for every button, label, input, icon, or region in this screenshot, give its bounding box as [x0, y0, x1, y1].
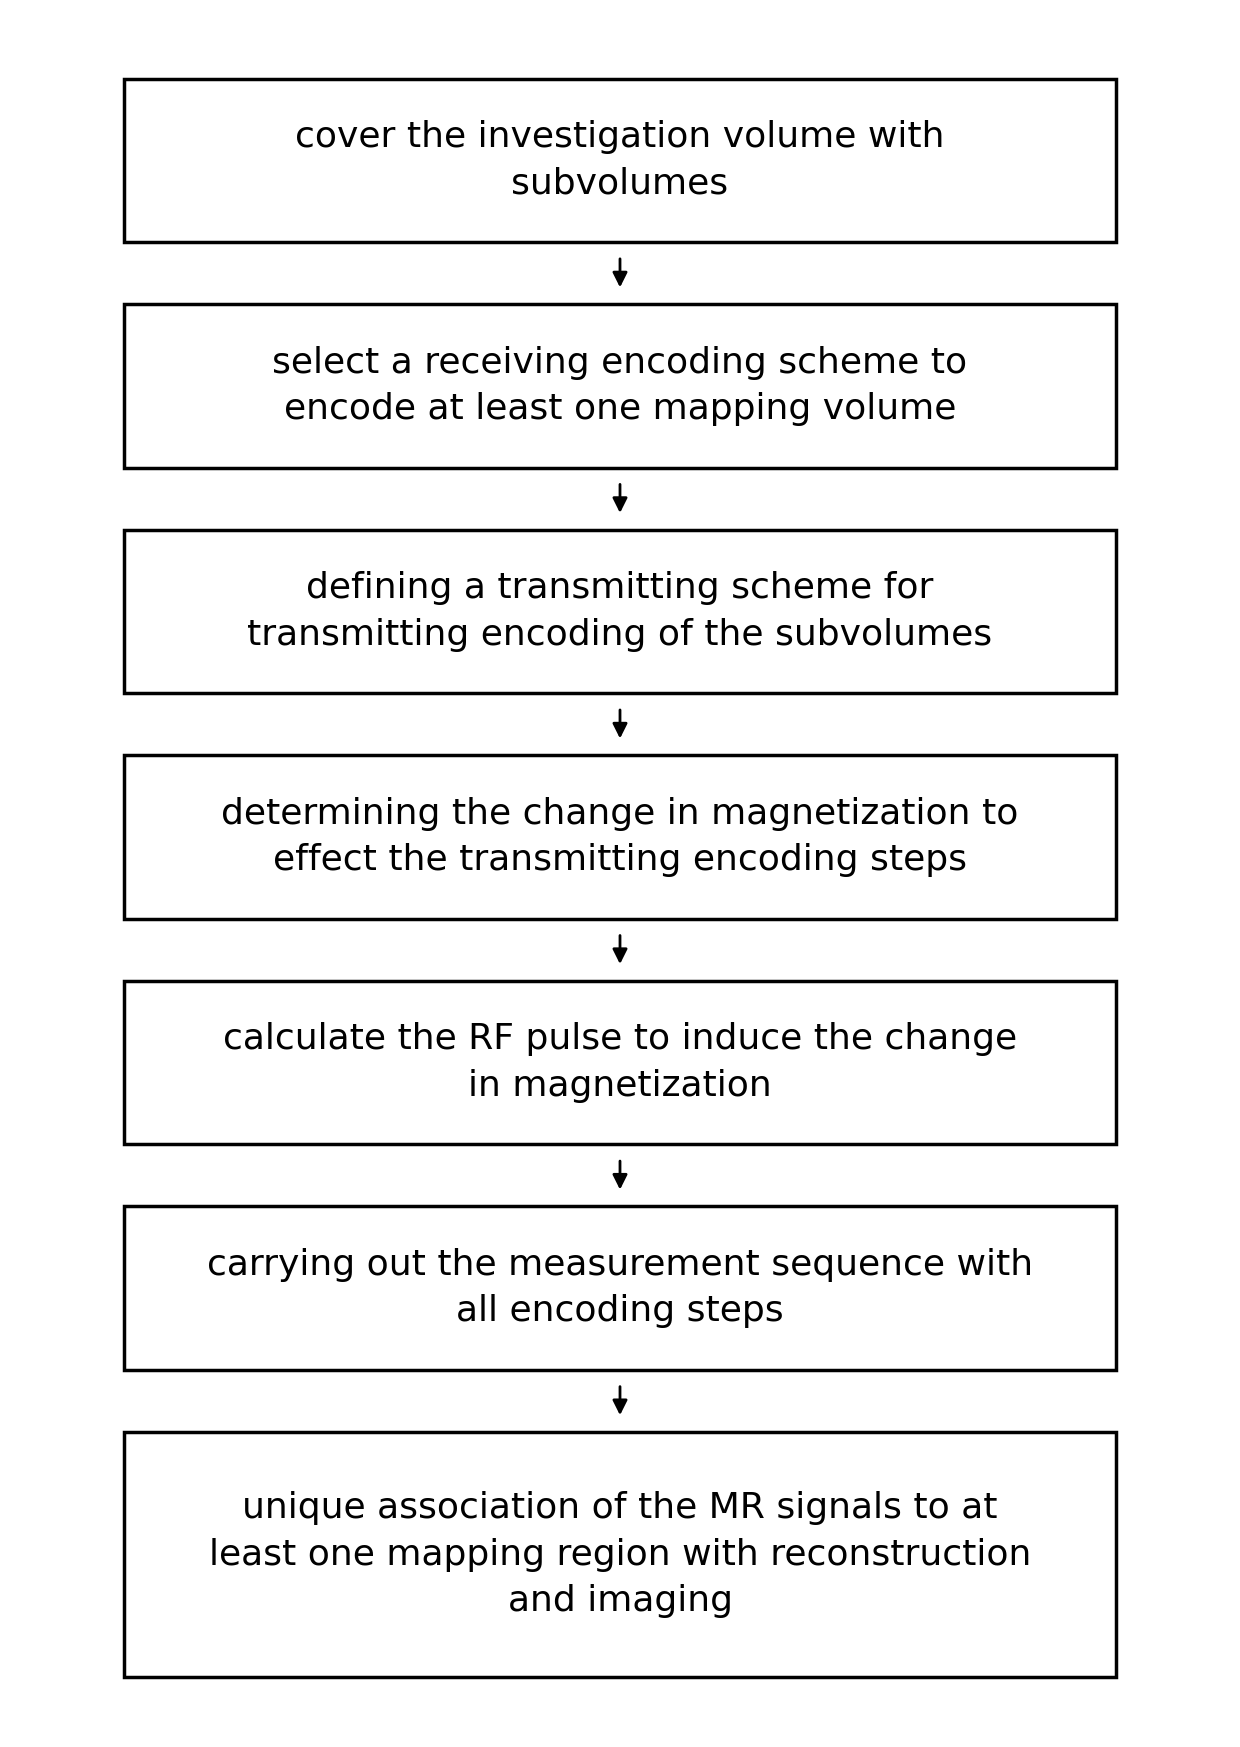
- FancyBboxPatch shape: [124, 304, 1116, 468]
- FancyBboxPatch shape: [124, 980, 1116, 1144]
- FancyBboxPatch shape: [124, 79, 1116, 243]
- FancyBboxPatch shape: [124, 1207, 1116, 1370]
- Text: defining a transmitting scheme for
transmitting encoding of the subvolumes: defining a transmitting scheme for trans…: [248, 571, 992, 652]
- FancyBboxPatch shape: [124, 1433, 1116, 1677]
- Text: cover the investigation volume with
subvolumes: cover the investigation volume with subv…: [295, 121, 945, 201]
- FancyBboxPatch shape: [124, 529, 1116, 694]
- Text: determining the change in magnetization to
effect the transmitting encoding step: determining the change in magnetization …: [221, 797, 1019, 877]
- Text: select a receiving encoding scheme to
encode at least one mapping volume: select a receiving encoding scheme to en…: [273, 346, 967, 426]
- Text: calculate the RF pulse to induce the change
in magnetization: calculate the RF pulse to induce the cha…: [223, 1022, 1017, 1102]
- Text: unique association of the MR signals to at
least one mapping region with reconst: unique association of the MR signals to …: [208, 1492, 1032, 1618]
- Text: carrying out the measurement sequence with
all encoding steps: carrying out the measurement sequence wi…: [207, 1247, 1033, 1328]
- FancyBboxPatch shape: [124, 755, 1116, 919]
